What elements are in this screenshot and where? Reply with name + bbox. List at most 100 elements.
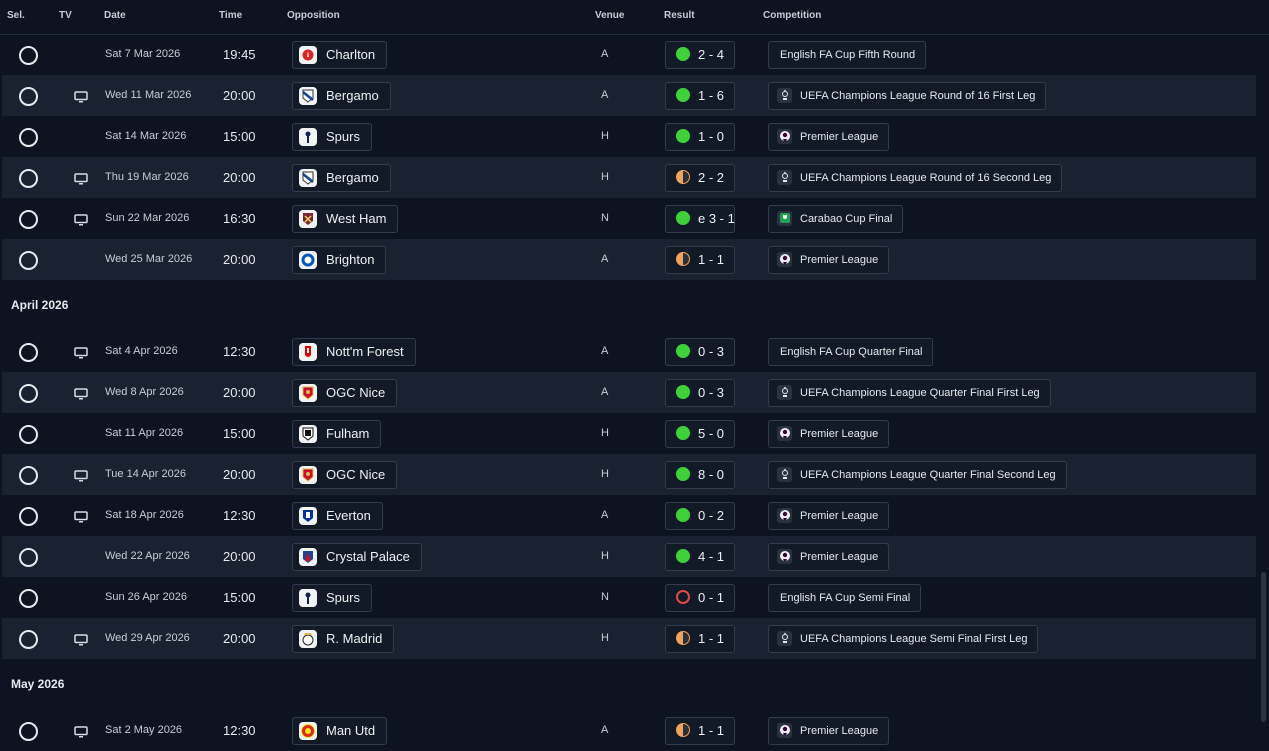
premier-league-icon	[777, 251, 792, 267]
select-radio[interactable]	[19, 547, 38, 567]
select-radio[interactable]	[19, 465, 38, 485]
fixture-row[interactable]: Sat 2 May 2026 12:30 Man Utd A 1 - 1 Premier …	[2, 710, 1256, 751]
opposition-button[interactable]: R. Madrid	[292, 624, 395, 653]
result-button[interactable]: 0 - 1	[665, 583, 735, 612]
result-button[interactable]: 1 - 6	[665, 81, 735, 110]
select-radio[interactable]	[19, 209, 38, 229]
column-header-competition[interactable]: Competition	[763, 10, 822, 21]
fixture-row[interactable]: Tue 14 Apr 2026 20:00 OGC Nice H 8 - 0 UEFA C…	[2, 454, 1256, 495]
fixture-venue: A	[601, 47, 609, 60]
result-button[interactable]: 5 - 0	[665, 419, 735, 448]
opposition-button[interactable]: Bergamo	[292, 163, 391, 192]
select-radio[interactable]	[19, 383, 38, 403]
opposition-button[interactable]: Spurs	[292, 122, 372, 151]
fixture-row[interactable]: Sat 7 Mar 2026 19:45 Charlton A 2 - 4 English…	[2, 34, 1256, 75]
select-radio[interactable]	[19, 506, 38, 526]
column-header-time[interactable]: Time	[219, 10, 243, 21]
fixture-row[interactable]: Sat 4 Apr 2026 12:30 Nott'm Forest A 0 - 3 En…	[2, 331, 1256, 372]
fixture-row[interactable]: Sun 26 Apr 2026 15:00 Spurs N 0 - 1 English F…	[2, 577, 1256, 618]
result-button[interactable]: 1 - 0	[665, 122, 735, 151]
opposition-button[interactable]: Everton	[292, 501, 383, 530]
opposition-button[interactable]: Charlton	[292, 40, 388, 69]
fixture-row[interactable]: Sat 18 Apr 2026 12:30 Everton A 0 - 2 Premier…	[2, 495, 1256, 536]
opposition-button[interactable]: OGC Nice	[292, 378, 398, 407]
result-button[interactable]: 0 - 2	[665, 501, 735, 530]
competition-button[interactable]: English FA Cup Quarter Final	[768, 337, 934, 366]
result-button[interactable]: 1 - 1	[665, 716, 735, 745]
result-button[interactable]: 0 - 3	[665, 337, 735, 366]
select-radio[interactable]	[19, 342, 38, 362]
select-radio[interactable]	[19, 424, 38, 444]
select-radio[interactable]	[19, 588, 38, 608]
competition-button[interactable]: Premier League	[768, 419, 890, 448]
result-button[interactable]: 1 - 1	[665, 245, 735, 274]
result-button[interactable]: 2 - 4	[665, 40, 735, 69]
competition-button[interactable]: UEFA Champions League Round of 16 Second…	[768, 163, 1063, 192]
fixture-row[interactable]: Wed 11 Mar 2026 20:00 Bergamo A 1 - 6 UEFA Ch…	[2, 75, 1256, 116]
fixture-date: Sun 22 Mar 2026	[105, 211, 190, 224]
select-radio[interactable]	[19, 250, 38, 270]
fixture-row[interactable]: Sat 11 Apr 2026 15:00 Fulham H 5 - 0 Premier …	[2, 413, 1256, 454]
fixture-date: Sat 4 Apr 2026	[105, 344, 178, 357]
opposition-button[interactable]: OGC Nice	[292, 460, 398, 489]
column-header-sel[interactable]: Sel.	[7, 10, 25, 21]
result-button[interactable]: 2 - 2	[665, 163, 735, 192]
opposition-button[interactable]: Spurs	[292, 583, 372, 612]
fixture-time: 20:00	[223, 384, 256, 400]
competition-button[interactable]: UEFA Champions League Semi Final First L…	[768, 624, 1039, 653]
draw-indicator-icon	[676, 630, 690, 645]
result-score: 0 - 1	[698, 589, 725, 605]
opposition-button[interactable]: Nott'm Forest	[292, 337, 416, 366]
select-radio[interactable]	[19, 721, 38, 741]
fixture-row[interactable]: Sat 14 Mar 2026 15:00 Spurs H 1 - 0 Premier L…	[2, 116, 1256, 157]
fixture-row[interactable]: Wed 22 Apr 2026 20:00 Crystal Palace H 4 - 1…	[2, 536, 1256, 577]
column-header-result[interactable]: Result	[664, 10, 695, 21]
opposition-button[interactable]: Man Utd	[292, 716, 388, 745]
everton-crest-icon	[299, 506, 317, 525]
select-radio[interactable]	[19, 168, 38, 188]
competition-button[interactable]: UEFA Champions League Quarter Final Seco…	[768, 460, 1067, 489]
charlton-crest-icon	[299, 45, 317, 64]
competition-button[interactable]: Premier League	[768, 501, 890, 530]
column-header-opposition[interactable]: Opposition	[287, 10, 340, 21]
competition-button[interactable]: Premier League	[768, 122, 890, 151]
result-score: 0 - 2	[698, 507, 725, 523]
fixture-row[interactable]: Wed 25 Mar 2026 20:00 Brighton A 1 - 1 Premie…	[2, 239, 1256, 280]
select-radio[interactable]	[19, 45, 38, 65]
fixture-row[interactable]: Thu 19 Mar 2026 20:00 Bergamo H 2 - 2 UEFA Ch…	[2, 157, 1256, 198]
result-score: 0 - 3	[698, 384, 725, 400]
fixture-row[interactable]: Wed 29 Apr 2026 20:00 R. Madrid H 1 - 1 UEFA …	[2, 618, 1256, 659]
result-button[interactable]: 4 - 1	[665, 542, 735, 571]
competition-button[interactable]: UEFA Champions League Round of 16 First …	[768, 81, 1047, 110]
result-button[interactable]: 1 - 1	[665, 624, 735, 653]
competition-button[interactable]: Carabao Cup Final	[768, 204, 904, 233]
result-button[interactable]: e 3 - 1	[665, 204, 735, 233]
column-header-venue[interactable]: Venue	[595, 10, 625, 21]
competition-button[interactable]: Premier League	[768, 716, 890, 745]
result-button[interactable]: 8 - 0	[665, 460, 735, 489]
competition-button[interactable]: English FA Cup Semi Final	[768, 583, 922, 612]
column-header-tv[interactable]: TV	[59, 10, 72, 21]
opposition-button[interactable]: Fulham	[292, 419, 382, 448]
opposition-button[interactable]: West Ham	[292, 204, 399, 233]
win-indicator-icon	[676, 210, 690, 225]
competition-button[interactable]: English FA Cup Fifth Round	[768, 40, 927, 69]
column-header-date[interactable]: Date	[104, 10, 126, 21]
opposition-button[interactable]: Brighton	[292, 245, 387, 274]
select-radio[interactable]	[19, 629, 38, 649]
scrollbar-thumb[interactable]	[1261, 572, 1266, 722]
competition-button[interactable]: UEFA Champions League Quarter Final Firs…	[768, 378, 1051, 407]
competition-button[interactable]: Premier League	[768, 542, 890, 571]
opposition-button[interactable]: Bergamo	[292, 81, 391, 110]
champions-league-icon	[777, 466, 792, 482]
competition-name: UEFA Champions League Round of 16 First …	[800, 89, 1036, 102]
result-button[interactable]: 0 - 3	[665, 378, 735, 407]
opposition-button[interactable]: Crystal Palace	[292, 542, 422, 571]
fixture-date: Sat 14 Mar 2026	[105, 129, 187, 142]
fixture-row[interactable]: Wed 8 Apr 2026 20:00 OGC Nice A 0 - 3 UEFA Ch…	[2, 372, 1256, 413]
competition-button[interactable]: Premier League	[768, 245, 890, 274]
select-radio[interactable]	[19, 127, 38, 147]
select-radio[interactable]	[19, 86, 38, 106]
fixture-venue: A	[601, 252, 609, 265]
